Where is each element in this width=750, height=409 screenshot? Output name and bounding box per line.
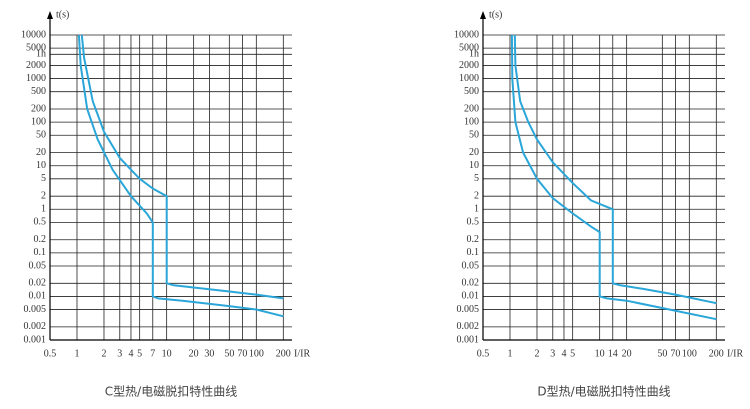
chart-title: C型热/电磁脱扣特性曲线 <box>105 384 237 399</box>
y-tick-label: 5 <box>41 173 46 184</box>
x-tick-label: 200 <box>276 348 291 359</box>
y-tick-label: 0.01 <box>29 291 47 302</box>
y-tick-label: 10000 <box>21 29 46 40</box>
x-tick-label: 5 <box>137 348 142 359</box>
y-tick-label: 0.1 <box>467 247 480 258</box>
y-tick-label: 0.005 <box>24 304 47 315</box>
y-tick-label: 0.001 <box>457 334 480 345</box>
y-tick-label: 200 <box>31 103 46 114</box>
y-tick-label: 5000 <box>26 42 46 53</box>
trip-curve <box>80 34 284 300</box>
y-tick-label: 2 <box>474 190 479 201</box>
trip-curve <box>513 34 717 305</box>
y-tick-label: 20 <box>36 147 46 158</box>
y-tick-label: 1 <box>474 204 479 215</box>
x-tick-label: 10 <box>595 348 605 359</box>
y-tick-label: 0.01 <box>462 291 480 302</box>
trip-curve <box>510 34 717 321</box>
y-tick-label: 0.002 <box>457 321 480 332</box>
y-tick-label: 1h <box>469 49 479 60</box>
x-tick-label: 50 <box>657 348 667 359</box>
y-tick-label: 100 <box>464 116 479 127</box>
y-tick-label: 0.05 <box>462 260 480 271</box>
chart-title: D型热/电磁脱扣特性曲线 <box>537 384 670 399</box>
y-tick-label: 20 <box>469 147 479 158</box>
x-axis-label: I/IR <box>294 348 310 359</box>
y-axis-label: t(s) <box>489 9 502 20</box>
x-tick-label: 2 <box>101 348 106 359</box>
y-tick-label: 0.2 <box>34 234 47 245</box>
y-tick-label: 0.001 <box>24 334 47 345</box>
x-tick-label: 30 <box>204 348 214 359</box>
x-tick-label: 70 <box>237 348 247 359</box>
x-tick-label: 1 <box>74 348 79 359</box>
y-tick-label: 0.1 <box>34 247 47 258</box>
y-tick-label: 0.5 <box>467 217 480 228</box>
x-tick-label: 200 <box>709 348 724 359</box>
y-tick-label: 50 <box>469 130 479 141</box>
y-tick-label: 100 <box>31 116 46 127</box>
y-tick-label: 1000 <box>459 73 479 84</box>
y-axis-arrow <box>480 11 486 19</box>
y-tick-label: 0.05 <box>29 260 47 271</box>
y-tick-label: 5 <box>474 173 479 184</box>
y-tick-label: 1h <box>36 49 46 60</box>
x-tick-label: 3 <box>117 348 122 359</box>
x-tick-label: 20 <box>622 348 632 359</box>
x-tick-label: 7 <box>150 348 155 359</box>
y-axis-label: t(s) <box>56 9 69 20</box>
y-tick-label: 200 <box>464 103 479 114</box>
x-tick-label: 4 <box>561 348 566 359</box>
x-tick-label: 0.5 <box>477 348 490 359</box>
y-tick-label: 500 <box>464 86 479 97</box>
x-tick-label: 100 <box>682 348 697 359</box>
y-tick-label: 0.5 <box>34 217 47 228</box>
y-tick-label: 2 <box>41 190 46 201</box>
y-tick-label: 0.2 <box>467 234 480 245</box>
x-tick-label: 14 <box>608 348 618 359</box>
y-tick-label: 2000 <box>459 60 479 71</box>
x-tick-label: 1 <box>507 348 512 359</box>
x-tick-label: 0.5 <box>44 348 57 359</box>
y-tick-label: 5000 <box>459 42 479 53</box>
y-tick-label: 500 <box>31 86 46 97</box>
y-tick-label: 2000 <box>26 60 46 71</box>
x-tick-label: 10 <box>162 348 172 359</box>
y-tick-label: 1 <box>41 204 46 215</box>
y-tick-label: 0.005 <box>457 304 480 315</box>
y-tick-label: 10000 <box>454 29 479 40</box>
x-tick-label: 4 <box>128 348 133 359</box>
x-tick-label: 2 <box>534 348 539 359</box>
x-tick-label: 100 <box>249 348 264 359</box>
x-tick-label: 3 <box>550 348 555 359</box>
x-tick-label: 50 <box>224 348 234 359</box>
y-tick-label: 0.002 <box>24 321 47 332</box>
x-axis-label: I/IR <box>727 348 743 359</box>
y-tick-label: 1000 <box>26 73 46 84</box>
y-tick-label: 10 <box>469 160 479 171</box>
x-tick-label: 5 <box>570 348 575 359</box>
y-tick-label: 50 <box>36 130 46 141</box>
trip-curve <box>77 34 284 318</box>
x-tick-label: 20 <box>189 348 199 359</box>
y-axis-arrow <box>47 11 53 19</box>
x-tick-label: 70 <box>670 348 680 359</box>
y-tick-label: 0.02 <box>462 278 480 289</box>
y-tick-label: 0.02 <box>29 278 47 289</box>
y-tick-label: 10 <box>36 160 46 171</box>
